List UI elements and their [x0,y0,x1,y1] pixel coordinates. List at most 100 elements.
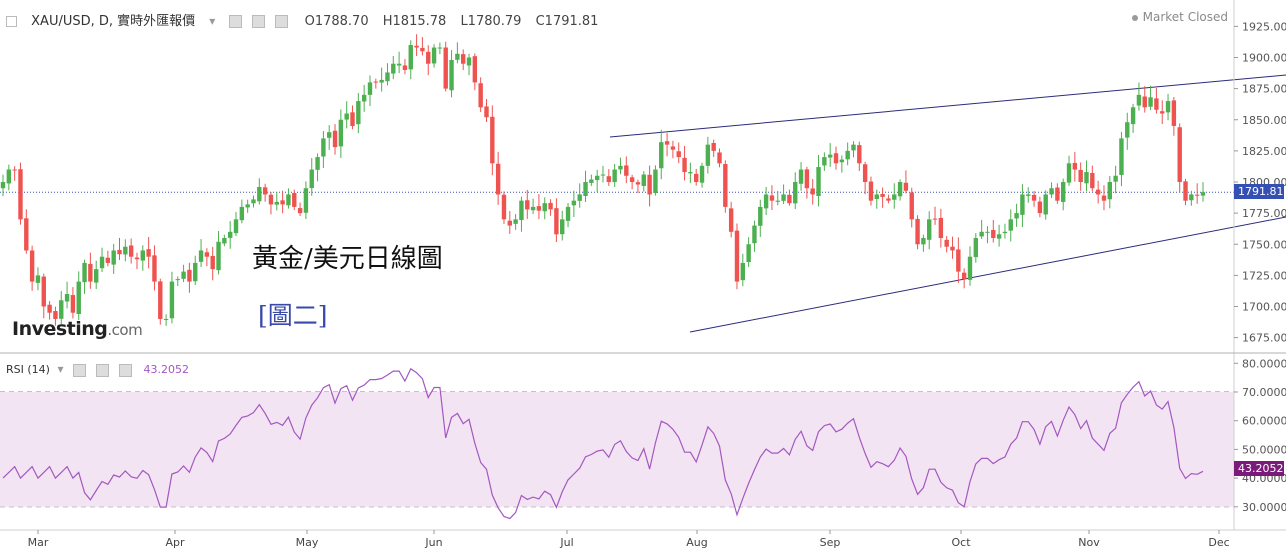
candle-body [606,176,612,182]
candle-body [979,231,984,237]
candle-body [775,200,780,202]
candle [227,221,233,249]
month-tick-label: Jul [559,536,573,549]
candle [303,181,309,219]
price-tick-label: 1750.00 [1242,238,1286,251]
rsi-tick-label: 50.0000 [1242,443,1286,456]
candle-body [525,200,530,210]
candle [460,49,466,71]
candle [443,41,448,92]
candle [292,189,297,211]
candle-body [624,165,629,176]
rsi-value-tag: 43.2052 [1234,460,1284,476]
candle [1090,165,1095,192]
candle-body [163,318,169,320]
candle-body [1183,181,1188,201]
collapse-icon[interactable] [6,16,17,27]
candle-body [455,53,460,60]
candle [1008,209,1013,242]
eye-icon[interactable] [229,15,243,28]
candle-body [938,217,944,239]
candle [670,140,676,159]
candle [664,133,670,157]
candle [1066,155,1072,186]
candle-body [385,72,390,82]
rsi-gear-icon[interactable] [95,363,109,377]
candle [309,158,314,196]
candle-body [699,165,705,183]
candle-body [408,45,413,70]
candle [717,148,722,168]
upper-trendline [609,74,1286,138]
candle-body [723,163,728,207]
candle [152,245,157,291]
candle [763,187,769,216]
candle [629,174,635,190]
logo-main: Investing [12,318,108,340]
candle [134,252,140,270]
rsi-value: 43.2052 [143,363,189,376]
candle-body [565,206,571,221]
candle [1200,182,1206,202]
candle [251,195,256,208]
candle-body [350,112,355,126]
candle-body [332,130,338,148]
candle-body [490,116,495,164]
rsi-title: RSI (14) [6,363,50,376]
candle-body [1194,194,1200,196]
rsi-eye-icon[interactable] [72,363,86,377]
candle [391,55,396,80]
candle [82,259,87,294]
candle-body [653,169,658,194]
candle-body [396,63,402,66]
month-tick-label: Dec [1208,536,1229,549]
candle [845,142,850,166]
candle-body [1148,97,1153,107]
candle [956,237,961,284]
candle-body [1107,182,1112,200]
candle-body [466,57,472,66]
candle [262,183,268,202]
price-tick-label: 1700.00 [1242,301,1286,314]
close-icon[interactable] [275,15,289,28]
candle [728,201,734,238]
candle [245,199,250,213]
candle [41,273,46,319]
rsi-close-icon[interactable] [118,363,132,377]
candle [18,162,23,225]
candle-body [134,257,140,260]
candle-body [734,230,740,282]
candles [0,34,1206,326]
candle-body [868,181,874,201]
candle-body [618,165,623,170]
candle-body [391,63,396,74]
candle [647,165,652,207]
candle-body [233,219,239,234]
candle-body [268,194,274,205]
candle-body [664,141,670,145]
candle-body [99,256,105,269]
candle-body [763,194,769,209]
candle-body [1043,194,1048,215]
candle [577,183,582,208]
candle-body [321,138,326,157]
candle [373,78,379,89]
gear-icon[interactable] [252,15,266,28]
candle [1194,183,1200,204]
chevron-down-icon[interactable]: ▾ [209,14,216,28]
candle [99,247,105,273]
rsi-chevron-icon[interactable]: ▾ [57,362,64,376]
candle [420,37,425,56]
candle-body [536,206,542,211]
candle [1165,93,1171,121]
status-dot-icon [1131,14,1138,21]
candle [787,189,792,206]
candle [1154,87,1159,114]
candle [257,178,262,205]
candle-body [787,194,792,204]
candle [880,187,885,208]
candle-body [583,182,588,196]
candle [822,152,827,171]
candle [1177,123,1182,193]
candle [548,199,553,216]
